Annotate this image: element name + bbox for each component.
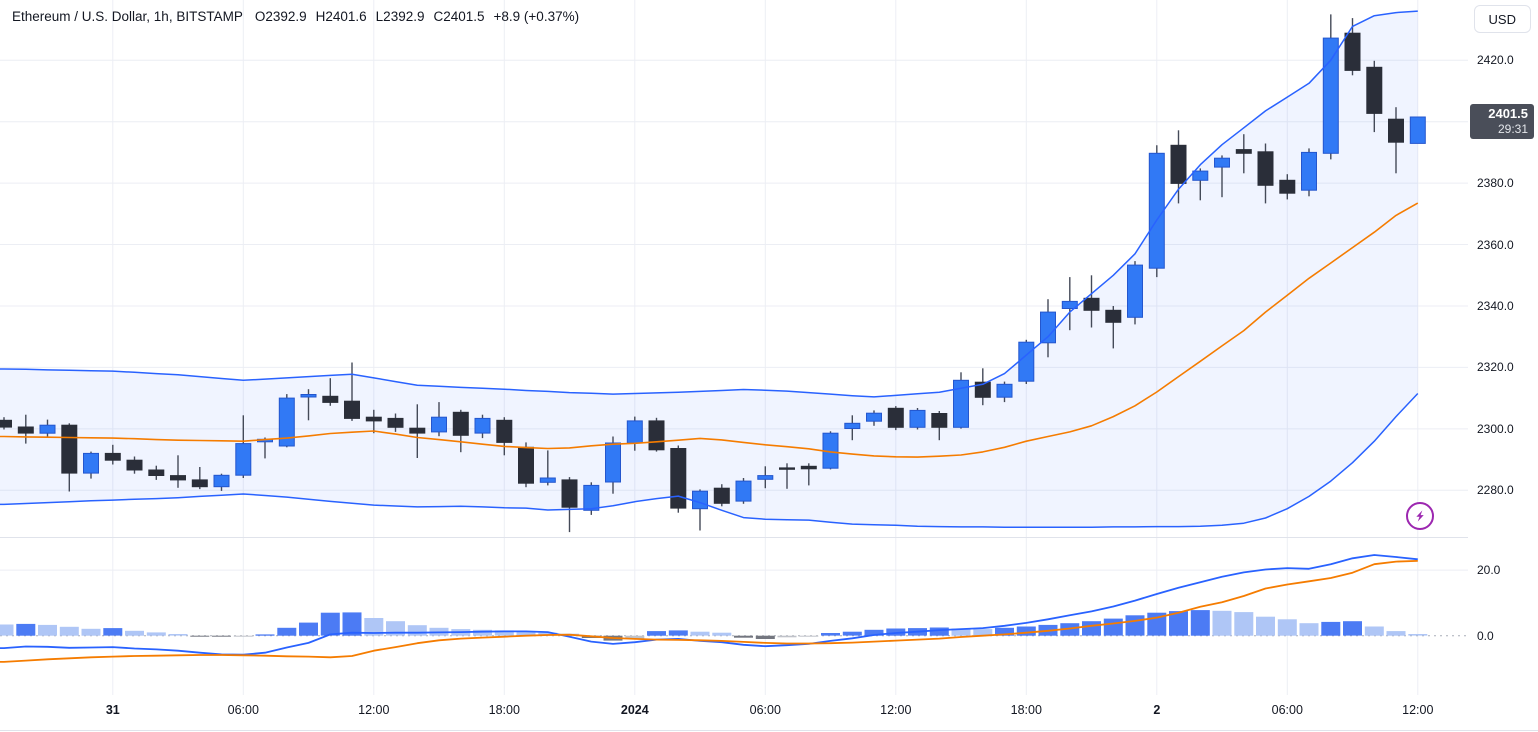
time-axis-label: 2 — [1153, 703, 1161, 717]
time-axis-label: 12:00 — [880, 703, 912, 717]
time-axis-label: 06:00 — [227, 703, 259, 717]
price-axis-label: 2420.0 — [1477, 53, 1514, 68]
macd-lines — [0, 554, 1418, 663]
time-axis-label: 06:00 — [1271, 703, 1303, 717]
lightning-icon — [1416, 510, 1424, 522]
time-axis-label: 18:00 — [1010, 703, 1042, 717]
time-axis[interactable]: 31 06:00 12:00 18:00 2024 06:00 12:00 18:00 2 06:… — [0, 695, 1538, 730]
pane-separator[interactable] — [0, 537, 1538, 538]
high-value: H2401.6 — [315, 9, 367, 24]
price-axis-label: 2280.0 — [1477, 483, 1514, 498]
last-price-badge: 2401.5 29:31 — [1470, 104, 1534, 139]
macd-axis-label: 20.0 — [1477, 563, 1501, 578]
time-axis-label: 06:00 — [749, 703, 781, 717]
low-value: L2392.9 — [375, 9, 425, 24]
bar-countdown: 29:31 — [1497, 122, 1528, 136]
last-price: 2401.5 — [1488, 106, 1528, 121]
time-axis-label: 31 — [105, 703, 120, 717]
time-axis-label: 12:00 — [358, 703, 390, 717]
candles-layer — [0, 14, 1426, 533]
price-axis-label: 2340.0 — [1477, 299, 1514, 313]
time-axis-label: 18:00 — [488, 703, 520, 717]
bottom-border — [0, 730, 1538, 731]
bollinger-lines — [0, 10, 1419, 528]
currency-label: USD — [1488, 11, 1516, 27]
price-axis-label: 2300.0 — [1477, 421, 1514, 436]
price-axis-label: 2320.0 — [1477, 360, 1514, 375]
bollinger-band-area — [0, 11, 1418, 528]
open-value: O2392.9 — [254, 9, 307, 24]
price-axis-label: 2380.0 — [1477, 176, 1514, 191]
currency-toggle-button[interactable]: USD — [1473, 5, 1531, 33]
time-axis-label: 2024 — [620, 703, 649, 717]
price-axis[interactable]: 2401.5 29:31 2420.0 2380.0 2360.0 2340.0 232… — [1468, 0, 1538, 695]
close-value: C2401.5 — [433, 9, 485, 24]
time-axis-label: 12:00 — [1402, 703, 1434, 717]
symbol-info-bar: Ethereum / U.S. Dollar, 1h, BITSTAMP O23… — [12, 9, 579, 24]
symbol-title[interactable]: Ethereum / U.S. Dollar, 1h, BITSTAMP — [12, 9, 243, 24]
price-axis-label: 2360.0 — [1477, 237, 1514, 252]
quick-trade-button[interactable] — [1406, 502, 1434, 530]
change-value: +8.9 (+0.37%) — [493, 9, 580, 24]
macd-axis-label: 0.0 — [1477, 628, 1494, 643]
